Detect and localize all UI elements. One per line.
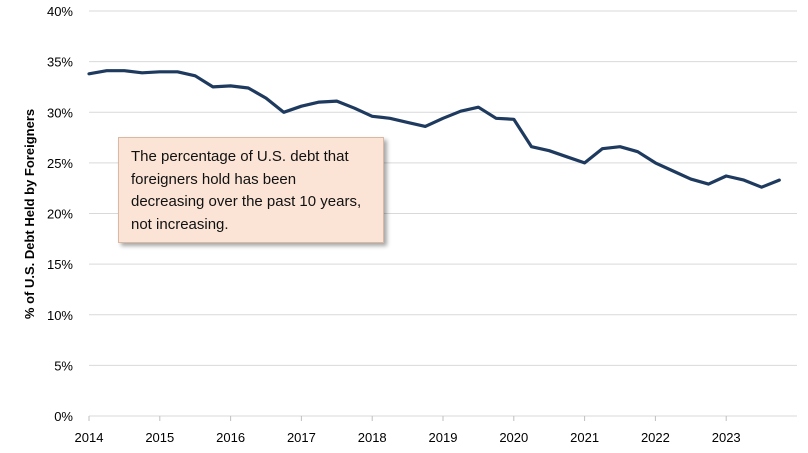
y-tick-label: 15% [47,257,73,272]
x-tick-label: 2017 [287,430,316,445]
x-tick-label: 2016 [216,430,245,445]
series-line [87,69,781,189]
y-tick-label: 40% [47,4,73,19]
y-tick-label: 5% [54,358,73,373]
y-tick-label: 0% [54,409,73,424]
x-tick-label: 2014 [75,430,104,445]
y-tick-label: 30% [47,105,73,120]
x-tick-label: 2020 [499,430,528,445]
annotation-callout: The percentage of U.S. debt that foreign… [118,137,384,243]
x-tick-label: 2023 [712,430,741,445]
y-tick-label: 35% [47,55,73,70]
y-axis-label: % of U.S. Debt Held by Foreigners [22,109,37,319]
y-tick-label: 20% [47,207,73,222]
x-tick-label: 2015 [145,430,174,445]
x-tick-label: 2022 [641,430,670,445]
x-tick-label: 2018 [358,430,387,445]
y-tick-label: 10% [47,308,73,323]
x-tick-label: 2019 [429,430,458,445]
x-tick-label: 2021 [570,430,599,445]
y-tick-label: 25% [47,156,73,171]
